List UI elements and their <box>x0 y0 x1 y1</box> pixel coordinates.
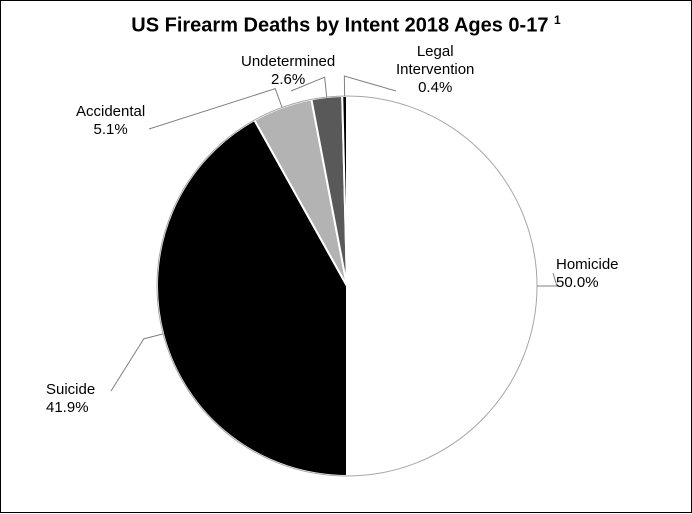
label-legal-pct: 0.4% <box>418 79 452 96</box>
label-undetermined: Undetermined 2.6% <box>241 53 335 89</box>
label-accidental-pct: 5.1% <box>94 121 128 138</box>
label-suicide-pct: 41.9% <box>46 399 89 416</box>
label-homicide-name: Homicide <box>556 256 619 273</box>
leader-line <box>537 273 557 286</box>
label-legal: Legal Intervention 0.4% <box>396 43 474 97</box>
label-accidental-name: Accidental <box>76 103 145 120</box>
label-suicide: Suicide 41.9% <box>46 381 95 417</box>
label-homicide: Homicide 50.0% <box>556 256 619 292</box>
label-legal-line2: Intervention <box>396 61 474 78</box>
label-undetermined-name: Undetermined <box>241 53 335 70</box>
label-suicide-name: Suicide <box>46 381 95 398</box>
pie-slice-homicide <box>347 96 537 476</box>
leader-line <box>111 334 163 391</box>
label-undetermined-pct: 2.6% <box>271 71 305 88</box>
leader-line <box>344 76 396 96</box>
pie-group <box>157 96 537 476</box>
label-accidental: Accidental 5.1% <box>76 103 145 139</box>
label-homicide-pct: 50.0% <box>556 274 599 291</box>
chart-frame: US Firearm Deaths by Intent 2018 Ages 0-… <box>0 0 692 513</box>
label-legal-line1: Legal <box>417 43 454 60</box>
